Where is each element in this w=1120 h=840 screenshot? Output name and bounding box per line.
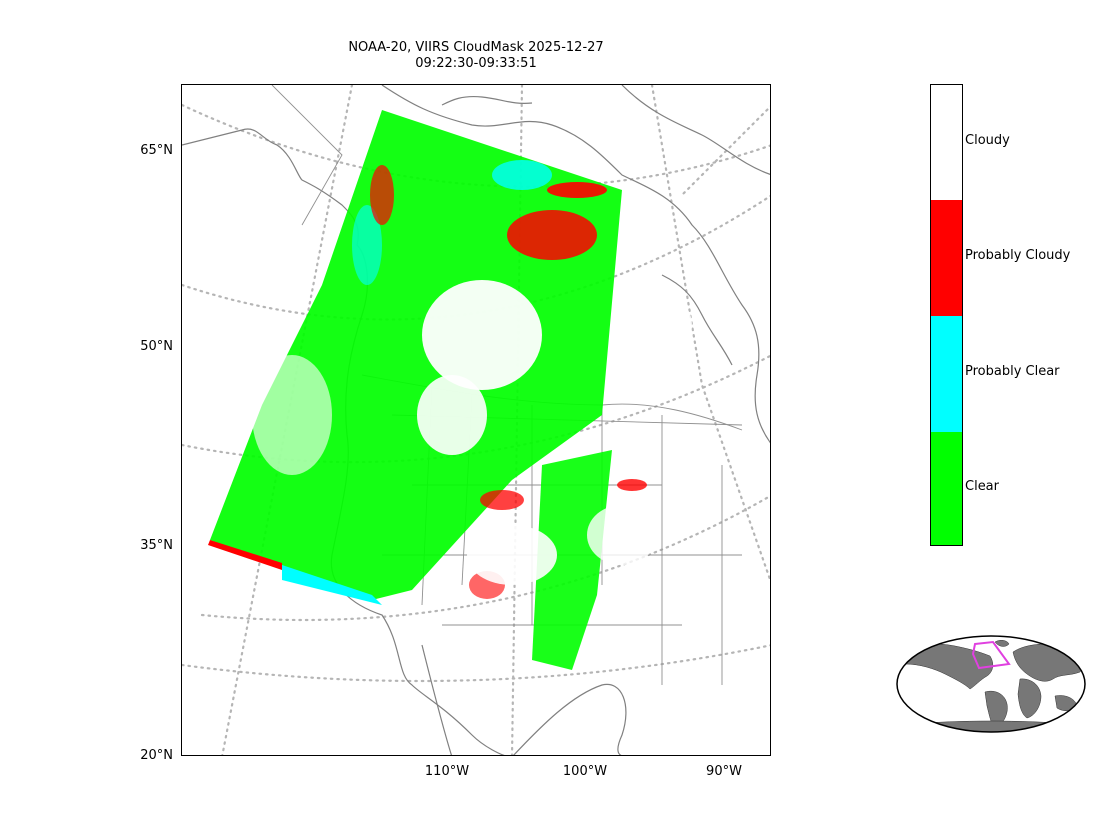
title-line-1: NOAA-20, VIIRS CloudMask 2025-12-27 [348,40,604,55]
colorbar-segment-probably-cloudy [931,200,962,316]
colorbar-label-clear: Clear [965,479,999,494]
inset-swath-outline [971,640,1011,670]
colorbar-label-cloudy: Cloudy [965,133,1010,148]
lat-label-65: 65°N [140,143,173,158]
lat-label-20: 20°N [140,748,173,763]
colorbar [930,84,963,546]
inset-canvas [896,635,1086,733]
title-line-2: 09:22:30-09:33:51 [415,56,537,71]
colorbar-segment-cloudy [931,85,962,200]
map-title: NOAA-20, VIIRS CloudMask 2025-12-27 09:2… [280,40,672,72]
inset-world-map [895,634,1087,734]
lon-label-100w: 100°W [562,764,608,779]
lat-label-35: 35°N [140,538,173,553]
main-map [181,84,771,756]
lon-label-110w: 110°W [424,764,470,779]
map-canvas [182,85,770,755]
cloudmask-swath [208,110,692,670]
lat-label-50: 50°N [140,339,173,354]
colorbar-label-probably-clear: Probably Clear [965,364,1060,379]
colorbar-label-probably-cloudy: Probably Cloudy [965,248,1071,263]
colorbar-segment-clear [931,432,962,545]
lon-label-90w: 90°W [706,764,742,779]
colorbar-segment-probably-clear [931,316,962,432]
